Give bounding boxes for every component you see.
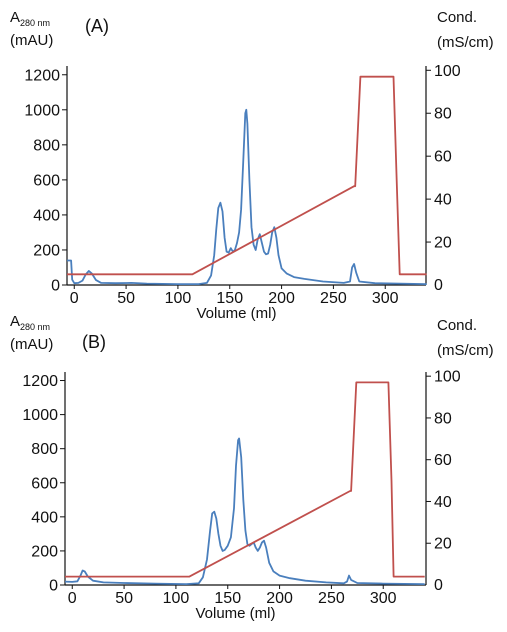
x-tick-label: 0 [70, 290, 79, 307]
y-axis-label: A280 nm [10, 313, 50, 332]
absorbance-line [64, 437, 425, 585]
y-tick-label: 1000 [24, 102, 60, 119]
x-tick-label: 250 [320, 290, 347, 307]
y-tick-label: 600 [31, 475, 58, 492]
y2-tick-label: 0 [434, 577, 443, 594]
x-tick-label: 200 [266, 590, 293, 607]
x-tick-label: 150 [216, 290, 243, 307]
conductivity-line [67, 75, 427, 276]
x-axis-label: Volume (ml) [195, 605, 275, 622]
x-tick-label: 300 [372, 290, 399, 307]
y2-tick-label: 60 [434, 452, 452, 469]
x-tick-label: 100 [163, 590, 190, 607]
y2-tick-label: 40 [434, 494, 452, 511]
y-tick-label: 600 [33, 172, 60, 189]
x-tick-label: 200 [268, 290, 295, 307]
y-tick-label: 1000 [22, 407, 58, 424]
y2-tick-label: 20 [434, 536, 452, 553]
y2-axis-unit: (mS/cm) [437, 34, 494, 51]
x-tick-label: 250 [318, 590, 345, 607]
y2-tick-label: 20 [434, 235, 452, 252]
y-tick-label: 200 [33, 242, 60, 259]
x-axis-label: Volume (ml) [196, 305, 276, 322]
y2-axis-label: Cond. [437, 317, 477, 334]
y-tick-label: 200 [31, 543, 58, 560]
y-tick-label: 1200 [22, 373, 58, 390]
y-axis-label-main: A [10, 9, 20, 26]
x-tick-label: 0 [68, 590, 77, 607]
y2-tick-label: 40 [434, 192, 452, 209]
panel-label: (B) [82, 332, 106, 352]
x-tick-label: 150 [214, 590, 241, 607]
x-tick-label: 100 [165, 290, 192, 307]
y2-tick-label: 60 [434, 149, 452, 166]
y-tick-label: 400 [31, 509, 58, 526]
panel-label: (A) [85, 16, 109, 36]
absorbance-line [67, 108, 427, 285]
y-tick-label: 800 [31, 441, 58, 458]
y2-tick-label: 100 [434, 63, 461, 80]
y-tick-label: 1200 [24, 67, 60, 84]
y2-axis-unit: (mS/cm) [437, 342, 494, 359]
y2-axis-label: Cond. [437, 9, 477, 26]
x-tick-label: 50 [117, 290, 135, 307]
y-axis-label: A280 nm [10, 9, 50, 28]
y-tick-label: 0 [51, 278, 60, 295]
y-axis-unit: (mAU) [10, 32, 53, 49]
y-axis-unit: (mAU) [10, 336, 53, 353]
x-tick-label: 50 [115, 590, 133, 607]
y2-tick-label: 80 [434, 106, 452, 123]
y-tick-label: 0 [49, 578, 58, 595]
y-tick-label: 800 [33, 137, 60, 154]
y2-tick-label: 0 [434, 277, 443, 294]
y-axis-label-sub: 280 nm [20, 18, 50, 28]
y2-tick-label: 100 [434, 369, 461, 386]
conductivity-line [65, 381, 425, 578]
y-tick-label: 400 [33, 207, 60, 224]
y-axis-label-sub: 280 nm [20, 322, 50, 332]
y2-tick-label: 80 [434, 410, 452, 427]
x-tick-label: 300 [370, 590, 397, 607]
y-axis-label-main: A [10, 313, 20, 330]
